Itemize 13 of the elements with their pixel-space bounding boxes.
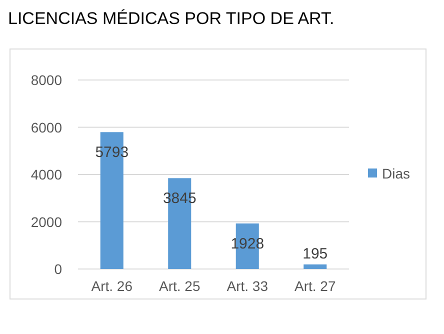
y-tick-label: 8000: [30, 72, 62, 88]
x-tick-label: Art. 25: [159, 278, 200, 294]
y-tick-label: 4000: [30, 166, 62, 182]
data-label: 195: [302, 245, 328, 262]
y-tick-label: 0: [54, 261, 62, 277]
x-tick-label: Art. 33: [226, 278, 268, 294]
legend-label: Dias: [382, 166, 410, 182]
chart-title: LICENCIAS MÉDICAS POR TIPO DE ART.: [8, 9, 334, 28]
bar: [304, 264, 327, 269]
y-tick-label: 6000: [30, 119, 62, 136]
x-tick-label: Art. 26: [91, 278, 133, 294]
y-tick-label: 2000: [30, 214, 62, 230]
x-tick-label: Art. 27: [294, 278, 336, 294]
